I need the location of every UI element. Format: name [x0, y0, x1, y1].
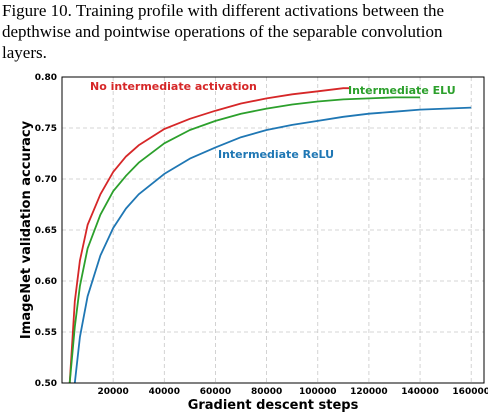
grid-lines — [62, 76, 484, 384]
series-line-1 — [68, 87, 351, 384]
x-axis-title: Gradient descent steps — [188, 398, 359, 413]
y-tick-label: 0.55 — [35, 328, 57, 338]
x-tick-label: 140000 — [401, 387, 439, 397]
x-tick-label: 100000 — [299, 387, 337, 397]
series-labels: No intermediate activation Intermediate E… — [90, 80, 456, 161]
x-tick-label: 60000 — [200, 387, 231, 397]
series-line-2 — [68, 96, 421, 384]
y-tick-label: 0.65 — [35, 226, 57, 236]
series-label-3: Intermediate ReLU — [218, 148, 334, 161]
series-lines — [68, 87, 472, 384]
y-tick-label: 0.60 — [35, 277, 57, 287]
x-tick-label: 40000 — [149, 387, 180, 397]
plot-frame — [61, 76, 485, 384]
y-tick-label: 0.70 — [35, 175, 57, 185]
figure-caption: Figure 10. Training profile with differe… — [2, 1, 445, 62]
x-tick-label: 120000 — [350, 387, 388, 397]
y-tick-label: 0.75 — [35, 124, 57, 134]
x-tick-label: 160000 — [452, 387, 488, 397]
y-tick-label: 0.50 — [35, 379, 57, 389]
y-tick-label: 0.80 — [35, 73, 57, 83]
series-label-2: Intermediate ELU — [348, 84, 456, 97]
x-tick-labels: 20000 40000 60000 80000 100000 120000 140000 16… — [97, 387, 488, 397]
series-label-1: No intermediate activation — [90, 80, 257, 93]
series-line-3 — [73, 106, 472, 384]
y-tick-labels: 0.50 0.55 0.60 0.65 0.70 0.75 0.80 — [35, 73, 57, 389]
x-tick-label: 80000 — [251, 387, 282, 397]
x-tick-label: 20000 — [97, 387, 128, 397]
y-axis-title: ImageNet validation accuracy — [19, 120, 34, 339]
